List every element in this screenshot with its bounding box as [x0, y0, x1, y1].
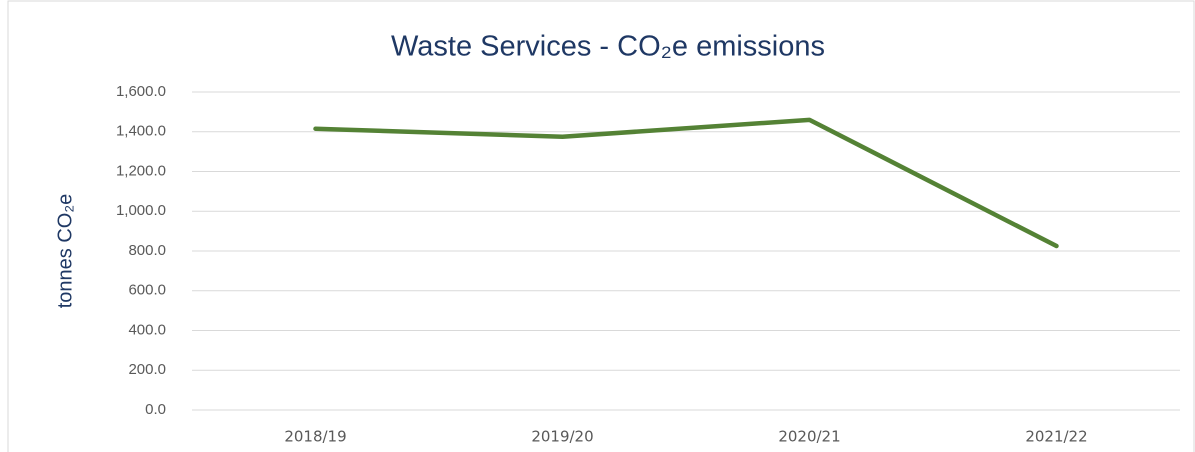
x-tick-label: 2019/20	[531, 428, 593, 446]
y-tick-label: 1,600.0	[116, 83, 166, 100]
y-tick-label: 1,200.0	[116, 162, 166, 179]
y-tick-label: 600.0	[128, 282, 166, 299]
y-tick-label: 800.0	[128, 242, 166, 259]
chart-frame	[7, 0, 1195, 452]
y-tick-label: 200.0	[128, 361, 166, 378]
x-tick-label: 2018/19	[284, 428, 346, 446]
y-tick-label: 0.0	[145, 401, 166, 418]
line-series	[313, 117, 1059, 249]
x-tick-label: 2020/21	[778, 428, 840, 446]
y-tick-label: 1,400.0	[116, 123, 166, 140]
x-tick-label: 2021/22	[1025, 428, 1087, 446]
chart-title: Waste Services - CO₂e emissions	[391, 31, 825, 63]
y-tick-label: 400.0	[128, 321, 166, 338]
y-axis-label: tonnes CO₂e	[54, 194, 76, 309]
y-tick-label: 1,000.0	[116, 202, 166, 219]
